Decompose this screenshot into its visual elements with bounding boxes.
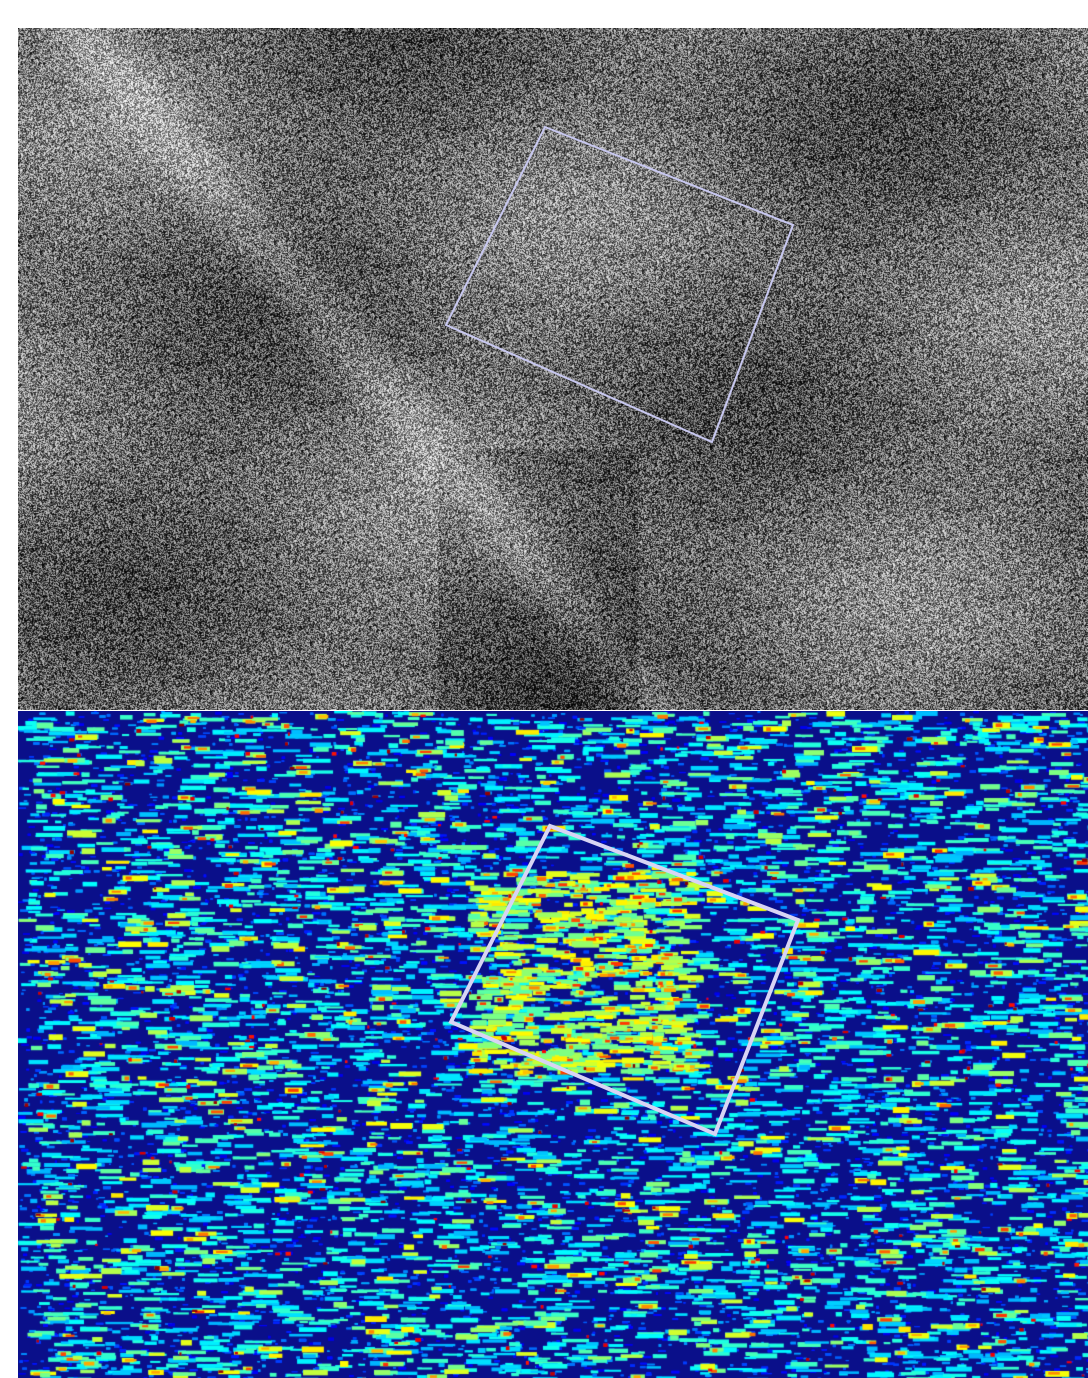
roi-overlay-top (444, 125, 795, 444)
sar-heatmap-panel (18, 711, 1088, 1378)
sar-intensity-panel (18, 28, 1088, 710)
roi-box-top (444, 125, 795, 444)
roi-box-bottom (448, 823, 801, 1137)
sar-heatmap-image (18, 711, 1088, 1378)
sar-intensity-image (18, 28, 1088, 710)
roi-overlay-bottom (448, 823, 801, 1137)
